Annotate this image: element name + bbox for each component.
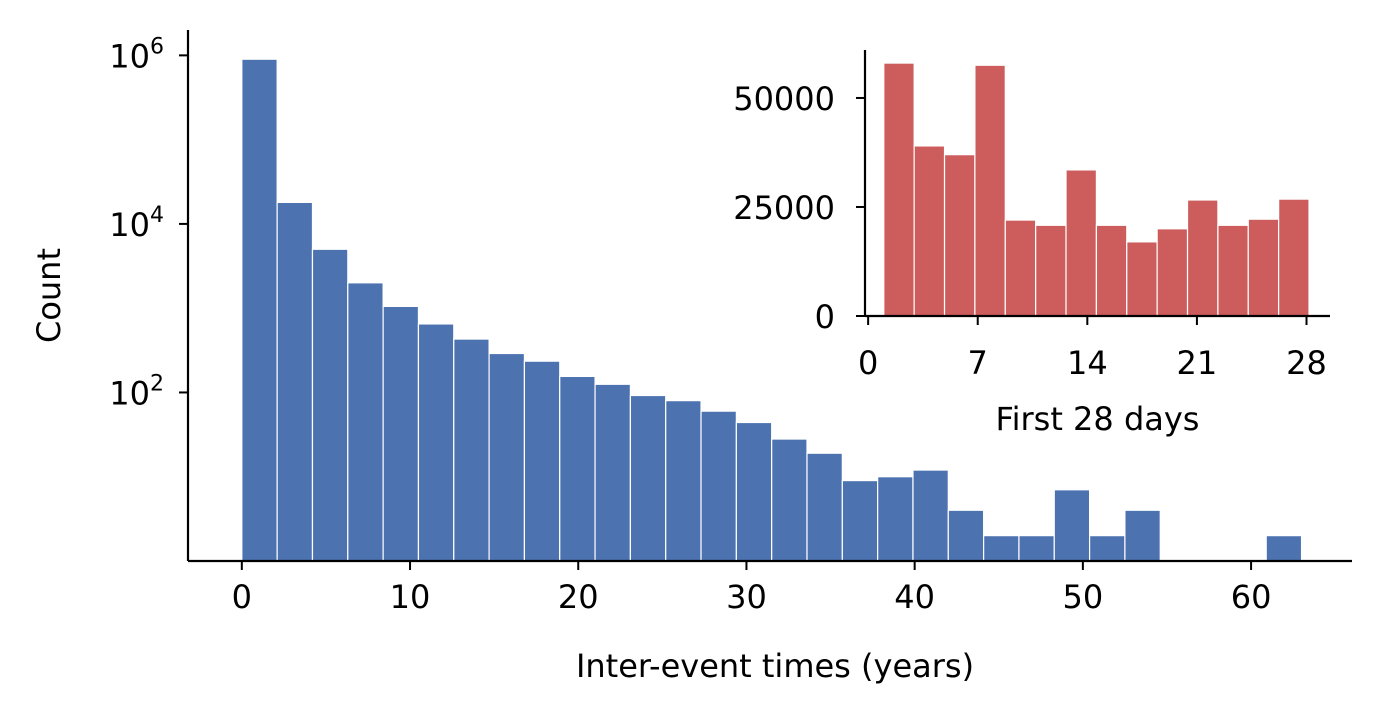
main-x-tick-label: 50: [1063, 578, 1104, 616]
inset-x-tick-label: 28: [1286, 344, 1327, 382]
main-bar: [417, 323, 455, 562]
main-bar: [735, 421, 773, 562]
main-bar: [771, 438, 808, 562]
main-bar: [276, 201, 314, 562]
main-bar: [241, 58, 278, 562]
main-bar: [311, 248, 349, 562]
inset-bar: [883, 62, 915, 317]
main-x-tick-label: 10: [390, 578, 431, 616]
main-y-tick-label: 104: [109, 203, 164, 244]
main-bar: [629, 394, 667, 562]
inset-y-tick-label: 50000: [733, 80, 835, 118]
main-bar: [382, 305, 420, 562]
inset-bar: [1065, 169, 1098, 317]
inset-bar: [1156, 228, 1189, 317]
inset-y-tick-label: 25000: [733, 189, 835, 227]
inset-bar: [974, 64, 1006, 317]
main-y-tick-label: 102: [109, 371, 164, 412]
inset-bar: [1126, 241, 1158, 317]
inset-bar: [1004, 219, 1037, 317]
main-x-tick-label: 20: [558, 578, 599, 616]
main-bar: [594, 383, 631, 562]
inset-bar: [1186, 199, 1219, 317]
main-bar: [1124, 509, 1161, 562]
inset-y-tick-label: 0: [815, 298, 835, 336]
inset-bar: [1035, 224, 1067, 317]
inset-x-tick-label: 0: [858, 344, 878, 382]
main-bar: [700, 410, 737, 562]
inset-histogram: 0 7 14 21 28 0 25000 50000 First 28 days: [733, 50, 1330, 438]
inset-bar: [1217, 224, 1249, 317]
inset-bar: [1278, 198, 1310, 317]
main-bar: [453, 338, 490, 562]
main-bar: [947, 509, 985, 562]
main-y-ticks: 102 104 106: [109, 34, 188, 412]
main-bar: [1088, 535, 1126, 562]
main-x-tick-label: 40: [894, 578, 935, 616]
main-y-tick-label: 106: [109, 34, 164, 75]
main-bar: [841, 479, 879, 562]
main-bar: [1265, 535, 1303, 562]
main-bar: [488, 352, 526, 562]
main-x-tick-label: 60: [1231, 578, 1272, 616]
main-bar: [559, 375, 596, 562]
inset-y-ticks: 0 25000 50000: [733, 80, 865, 336]
inset-bar: [943, 154, 976, 317]
main-bar: [523, 360, 561, 562]
inset-x-axis-label: First 28 days: [996, 400, 1200, 438]
inset-x-tick-label: 21: [1177, 344, 1218, 382]
main-bars: [241, 58, 1303, 562]
inset-bar: [1095, 224, 1128, 317]
main-y-axis-label: Count: [30, 248, 68, 343]
inset-x-tick-label: 7: [968, 344, 988, 382]
inset-bar: [913, 145, 946, 317]
main-bar: [912, 469, 949, 562]
main-bar: [877, 476, 914, 562]
main-x-tick-label: 30: [726, 578, 767, 616]
main-bar: [1018, 535, 1055, 562]
inset-x-tick-label: 14: [1067, 344, 1108, 382]
main-x-ticks: 0 10 20 30 40 50 60: [232, 561, 1272, 616]
main-bar: [1053, 489, 1091, 562]
main-x-tick-label: 0: [232, 578, 252, 616]
main-bar: [347, 282, 384, 562]
main-bar: [806, 452, 843, 562]
inset-x-ticks: 0 7 14 21 28: [858, 316, 1327, 382]
main-bar: [983, 535, 1020, 562]
inset-bar: [1247, 218, 1280, 317]
inset-bars: [883, 62, 1310, 317]
main-histogram: 0 10 20 30 40 50 60 102 104 106 Inter-event time…: [30, 30, 1352, 685]
main-x-axis-label: Inter-event times (years): [576, 647, 974, 685]
main-bar: [665, 400, 702, 562]
